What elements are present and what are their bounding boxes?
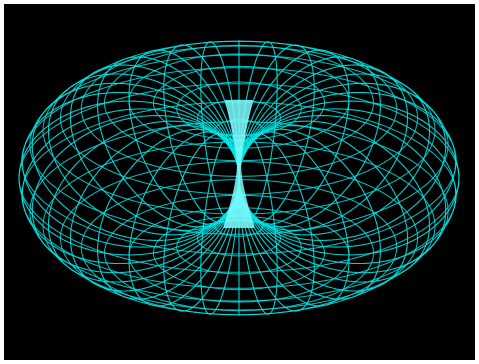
parallel-line — [214, 119, 264, 141]
parallel-line — [197, 219, 281, 257]
parallel-line — [153, 215, 325, 291]
torus-wireframe — [4, 4, 475, 360]
parallel-line — [80, 40, 398, 177]
central-throat — [223, 100, 255, 228]
parallel-line — [104, 194, 374, 312]
parallel-line — [18, 83, 460, 273]
parallel-line — [153, 65, 325, 141]
parallel-line — [59, 161, 419, 316]
parallel-line — [104, 44, 374, 162]
parallel-line — [59, 40, 419, 195]
parallel-line — [42, 141, 436, 311]
throat-glow — [223, 100, 255, 228]
parallel-line — [80, 179, 398, 316]
parallel-line — [176, 220, 302, 275]
parallel-line — [227, 139, 251, 150]
parallel-line — [176, 81, 302, 136]
figure-canvas — [4, 4, 475, 360]
parallel-line — [42, 45, 436, 215]
parallel-line — [29, 121, 449, 302]
parallel-line — [21, 67, 457, 255]
parallel-line — [21, 101, 457, 289]
parallel-line — [128, 207, 350, 303]
parallel-line — [128, 53, 350, 149]
